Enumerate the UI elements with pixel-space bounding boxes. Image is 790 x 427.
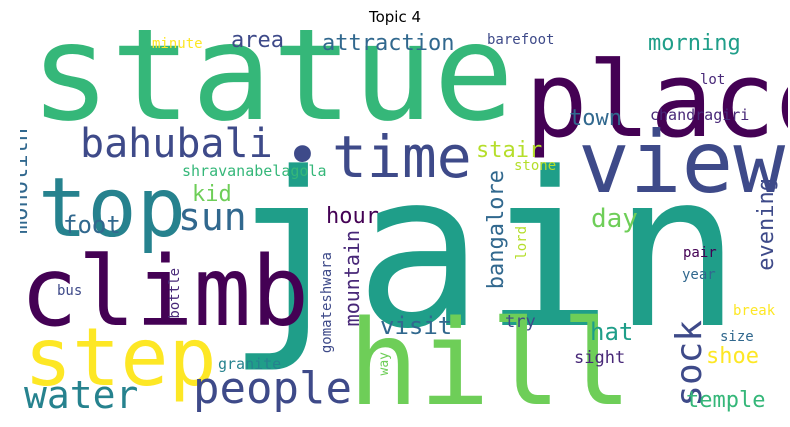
- word-foot: foot: [63, 211, 121, 239]
- chart-title: Topic 4: [368, 8, 422, 26]
- word-cloud: jain statue hill place view climb top st…: [20, 30, 788, 417]
- word-gomateshwara: gomateshwara: [319, 252, 335, 354]
- word-evening: evening: [754, 178, 779, 271]
- word-barefoot: barefoot: [487, 32, 555, 48]
- word-stone: stone: [514, 158, 557, 174]
- word-attraction: attraction: [322, 31, 455, 56]
- word-town: town: [569, 106, 622, 131]
- word-bangalore: bangalore: [484, 170, 509, 290]
- word-step: step: [24, 311, 217, 404]
- word-hill: hill: [348, 294, 633, 417]
- word-stair: stair: [476, 138, 543, 163]
- word-minute: minute: [152, 36, 203, 52]
- word-people: people: [193, 363, 352, 414]
- word-place: place: [525, 39, 788, 161]
- word-year: year: [682, 267, 716, 283]
- word-mountain: mountain: [340, 230, 364, 327]
- word-way: way: [377, 352, 392, 376]
- word-bus: bus: [57, 283, 83, 299]
- word-morning: morning: [648, 31, 741, 56]
- word-jain: jain: [226, 127, 742, 376]
- word-lot: lot: [700, 72, 726, 88]
- word-try: try: [505, 312, 536, 332]
- word-day: day: [591, 204, 638, 234]
- word-kid: kid: [192, 182, 232, 207]
- word-sun: sun: [178, 195, 247, 239]
- word-visit: visit: [380, 312, 453, 340]
- word-bahubali: bahubali: [80, 121, 273, 167]
- word-sight: sight: [574, 348, 626, 368]
- word-dot: •: [285, 121, 320, 189]
- word-hour: hour: [326, 204, 379, 229]
- word-lord: lord: [514, 226, 530, 260]
- word-temple: temple: [686, 388, 766, 413]
- word-statue: statue: [30, 30, 515, 151]
- word-bottle: bottle: [167, 268, 183, 319]
- word-hat: hat: [590, 318, 634, 346]
- word-granite: granite: [218, 355, 282, 373]
- word-monolith: monolith: [20, 128, 33, 234]
- word-view: view: [578, 113, 786, 213]
- word-break: break: [733, 303, 776, 319]
- word-top: top: [38, 161, 187, 256]
- word-climb: climb: [20, 236, 309, 348]
- word-shravanabelagola: shravanabelagola: [182, 162, 327, 180]
- word-size: size: [720, 329, 754, 345]
- word-area: area: [231, 30, 284, 53]
- word-water: water: [24, 373, 139, 417]
- word-chandragiri: chandragiri: [650, 106, 750, 124]
- word-shoe: shoe: [706, 344, 759, 369]
- word-time: time: [332, 123, 472, 191]
- word-pair: pair: [683, 245, 717, 261]
